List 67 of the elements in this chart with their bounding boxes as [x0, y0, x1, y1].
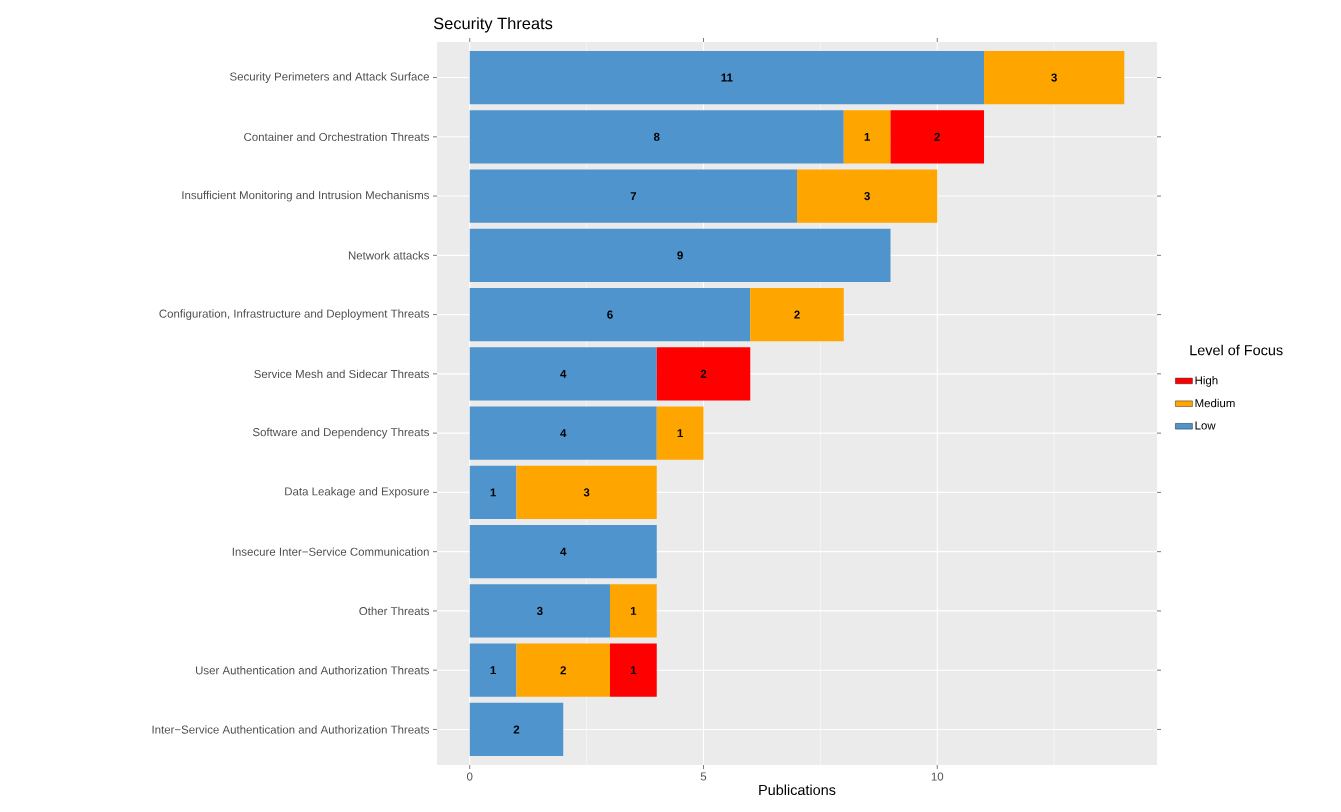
data-label: 11	[721, 73, 733, 82]
data-label: 2	[560, 666, 566, 675]
data-label: 1	[490, 666, 496, 675]
bar	[890, 110, 985, 164]
bar	[469, 465, 517, 520]
bar	[469, 50, 985, 105]
data-label: 4	[560, 429, 567, 438]
x-tick-label: 5	[700, 772, 707, 781]
legend-label: High	[1195, 376, 1218, 387]
y-tick-label: Container and Orchestration Threats	[244, 132, 430, 142]
x-tick-label: 10	[931, 772, 944, 781]
bar	[469, 110, 844, 164]
data-label: 4	[560, 369, 567, 378]
data-label: 3	[864, 192, 870, 201]
y-tick-label: Configuration, Infrastructure and Deployment Threats	[159, 309, 430, 320]
y-tick-label: Security Perimeters and Attack Surface	[230, 72, 429, 83]
bar	[469, 524, 657, 579]
bar	[469, 347, 657, 401]
y-tick-label: Software and Dependency Threats	[252, 427, 430, 439]
data-label: 2	[700, 369, 707, 378]
bar	[750, 287, 844, 342]
y-tick-label: Network attacks	[348, 251, 430, 260]
data-label: 2	[513, 725, 520, 734]
bar	[516, 643, 610, 697]
data-label: 1	[490, 488, 496, 497]
data-label: 2	[794, 310, 800, 319]
y-tick-label: Data Leakage and Exposure	[285, 487, 429, 498]
bar	[843, 110, 891, 164]
data-label: 3	[536, 606, 543, 615]
data-label: 3	[1051, 73, 1057, 82]
data-label: 4	[560, 547, 567, 556]
y-tick-label: Service Mesh and Sidecar Threats	[254, 369, 430, 379]
y-tick-label: Other Threats	[359, 606, 430, 616]
bar	[469, 169, 798, 223]
data-label: 1	[630, 606, 637, 615]
bar	[984, 50, 1125, 105]
data-label: 9	[677, 251, 683, 260]
y-tick-label: User Authentication and Authorization Threats	[196, 665, 430, 675]
bar	[656, 406, 704, 460]
bar	[797, 169, 938, 223]
y-tick-label: Insecure Inter−Service Communication	[232, 547, 429, 556]
legend-label: Low	[1195, 421, 1216, 430]
x-axis-title: Publications	[759, 784, 836, 796]
bar	[656, 347, 751, 401]
data-label: 2	[934, 132, 940, 141]
legend-label: Medium	[1195, 398, 1235, 408]
data-label: 7	[630, 192, 637, 201]
bar	[469, 406, 657, 460]
bar	[516, 465, 657, 520]
x-tick-label: 0	[467, 772, 473, 781]
bar	[609, 643, 657, 697]
bar	[469, 584, 610, 638]
bar	[469, 287, 751, 342]
data-label: 8	[653, 132, 660, 141]
bar	[469, 643, 517, 697]
bar	[609, 584, 657, 638]
chart-title: Security Threats	[433, 17, 553, 33]
data-label: 6	[607, 310, 613, 319]
bar	[469, 228, 891, 282]
data-label: 1	[630, 666, 637, 675]
y-tick-label: Inter−Service Authentication and Authorization Threats	[152, 725, 430, 734]
bar	[469, 702, 564, 757]
y-tick-label: Insufficient Monitoring and Intrusion Mechanisms	[182, 190, 430, 202]
data-label: 1	[677, 429, 683, 438]
data-label: 3	[583, 488, 590, 497]
data-label: 1	[864, 132, 870, 141]
legend-title: Level of Focus	[1190, 344, 1283, 356]
